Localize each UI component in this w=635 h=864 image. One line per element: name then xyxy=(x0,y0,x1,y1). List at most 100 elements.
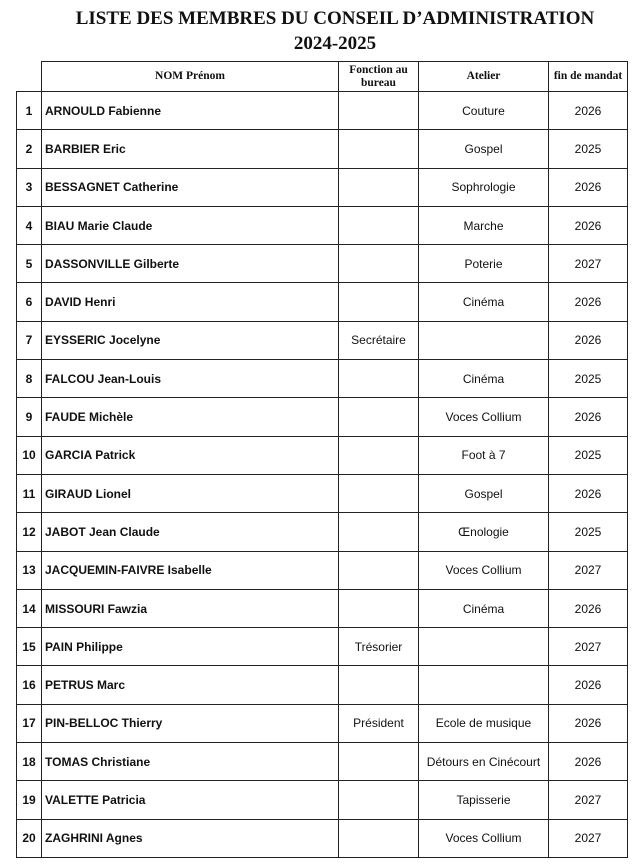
atelier-cell: Poterie xyxy=(418,244,549,284)
table-row: 4 BIAU Marie Claude Marche 2026 xyxy=(16,205,628,246)
row-number: 18 xyxy=(16,742,42,782)
atelier-cell: Cinéma xyxy=(418,359,549,399)
table-row: 8 FALCOU Jean-Louis Cinéma 2025 xyxy=(16,359,628,399)
member-name: GARCIA Patrick xyxy=(41,435,339,475)
fin-mandat-cell: 2026 xyxy=(548,473,628,514)
atelier-cell: Gospel xyxy=(418,129,549,169)
header-fin: fin de mandat xyxy=(548,61,628,92)
fonction-cell xyxy=(338,90,419,131)
fonction-cell: Secrétaire xyxy=(338,320,419,361)
member-name: BIAU Marie Claude xyxy=(41,205,339,246)
fonction-cell xyxy=(338,359,419,399)
fin-mandat-cell: 2026 xyxy=(548,703,628,744)
atelier-cell: Couture xyxy=(418,90,549,131)
fin-mandat-cell: 2026 xyxy=(548,742,628,782)
atelier-cell: Tapisserie xyxy=(418,780,549,820)
fin-mandat-cell: 2026 xyxy=(548,167,628,207)
header-name: NOM Prénom xyxy=(41,61,339,92)
fonction-cell xyxy=(338,473,419,514)
fin-mandat-cell: 2025 xyxy=(548,435,628,475)
table-row: 6 DAVID Henri Cinéma 2026 xyxy=(16,282,628,322)
title-text: LISTE DES MEMBRES DU CONSEIL D’ADMINISTR… xyxy=(75,8,595,29)
member-name: TOMAS Christiane xyxy=(41,742,339,782)
atelier-cell: Détours en Cinécourt xyxy=(418,742,549,782)
member-name: FALCOU Jean-Louis xyxy=(41,359,339,399)
member-name: BARBIER Eric xyxy=(41,129,339,169)
row-number: 11 xyxy=(16,473,42,514)
fonction-cell xyxy=(338,665,419,705)
fin-mandat-cell: 2026 xyxy=(548,397,628,437)
row-number: 14 xyxy=(16,588,42,629)
fonction-cell xyxy=(338,780,419,820)
table-row: 19 VALETTE Patricia Tapisserie 2027 xyxy=(16,780,628,820)
member-name: PETRUS Marc xyxy=(41,665,339,705)
fonction-cell xyxy=(338,205,419,246)
table-row: 2 BARBIER Eric Gospel 2025 xyxy=(16,129,628,169)
row-number: 12 xyxy=(16,512,42,552)
member-name: MISSOURI Fawzia xyxy=(41,588,339,629)
fonction-cell: Président xyxy=(338,703,419,744)
subtitle-text: 2024-2025 xyxy=(293,33,377,54)
table-row: 12 JABOT Jean Claude Œnologie 2025 xyxy=(16,512,628,552)
atelier-cell: Ecole de musique xyxy=(418,703,549,744)
fin-mandat-cell: 2025 xyxy=(548,129,628,169)
row-number: 5 xyxy=(16,244,42,284)
row-number: 4 xyxy=(16,205,42,246)
table-row: 17 PIN-BELLOC Thierry Président Ecole de mu… xyxy=(16,703,628,744)
atelier-cell: Cinéma xyxy=(418,588,549,629)
fin-mandat-cell: 2027 xyxy=(548,627,628,667)
table-row: 1 ARNOULD Fabienne Couture 2026 xyxy=(16,90,628,131)
header-row: NOM Prénom Fonction au bureau Atelier fi… xyxy=(16,61,628,92)
fonction-cell xyxy=(338,550,419,590)
table-row: 11 GIRAUD Lionel Gospel 2026 xyxy=(16,473,628,514)
fonction-cell xyxy=(338,282,419,322)
member-name: JACQUEMIN-FAIVRE Isabelle xyxy=(41,550,339,590)
atelier-cell: Marche xyxy=(418,205,549,246)
row-number: 9 xyxy=(16,397,42,437)
fin-mandat-cell: 2025 xyxy=(548,359,628,399)
row-number: 7 xyxy=(16,320,42,361)
fonction-cell xyxy=(338,397,419,437)
fonction-cell xyxy=(338,742,419,782)
fin-mandat-cell: 2027 xyxy=(548,780,628,820)
table-row: 13 JACQUEMIN-FAIVRE Isabelle Voces Collium… xyxy=(16,550,628,590)
fonction-cell xyxy=(338,244,419,284)
member-name: JABOT Jean Claude xyxy=(41,512,339,552)
atelier-cell xyxy=(418,665,549,705)
row-number: 19 xyxy=(16,780,42,820)
member-name: DAVID Henri xyxy=(41,282,339,322)
row-number: 17 xyxy=(16,703,42,744)
fonction-cell xyxy=(338,435,419,475)
header-atelier: Atelier xyxy=(418,61,549,92)
fonction-cell xyxy=(338,129,419,169)
fin-mandat-cell: 2026 xyxy=(548,282,628,322)
atelier-cell: Voces Collium xyxy=(418,818,549,858)
atelier-cell: Cinéma xyxy=(418,282,549,322)
fonction-cell: Trésorier xyxy=(338,627,419,667)
fin-mandat-cell: 2027 xyxy=(548,550,628,590)
table-row: 16 PETRUS Marc 2026 xyxy=(16,665,628,705)
table-row: 7 EYSSERIC Jocelyne Secrétaire 2026 xyxy=(16,320,628,361)
atelier-cell: Voces Collium xyxy=(418,550,549,590)
table-row: 9 FAUDE Michèle Voces Collium 2026 xyxy=(16,397,628,437)
table-row: 14 MISSOURI Fawzia Cinéma 2026 xyxy=(16,588,628,629)
table-row: 3 BESSAGNET Catherine Sophrologie 2026 xyxy=(16,167,628,207)
atelier-cell xyxy=(418,320,549,361)
table-row: 20 ZAGHRINI Agnes Voces Collium 2027 xyxy=(16,818,628,858)
member-name: ZAGHRINI Agnes xyxy=(41,818,339,858)
row-number: 8 xyxy=(16,359,42,399)
members-table: NOM Prénom Fonction au bureau Atelier fi… xyxy=(16,61,628,858)
fin-mandat-cell: 2025 xyxy=(548,512,628,552)
row-number: 1 xyxy=(16,90,42,131)
table-row: 18 TOMAS Christiane Détours en Cinécourt 20… xyxy=(16,742,628,782)
fin-mandat-cell: 2026 xyxy=(548,90,628,131)
atelier-cell: Gospel xyxy=(418,473,549,514)
table-row: 15 PAIN Philippe Trésorier 2027 xyxy=(16,627,628,667)
member-name: DASSONVILLE Gilberte xyxy=(41,244,339,284)
table-row: 5 DASSONVILLE Gilberte Poterie 2027 xyxy=(16,244,628,284)
row-number: 2 xyxy=(16,129,42,169)
fin-mandat-cell: 2027 xyxy=(548,244,628,284)
fin-mandat-cell: 2026 xyxy=(548,588,628,629)
fin-mandat-cell: 2026 xyxy=(548,320,628,361)
member-name: PIN-BELLOC Thierry xyxy=(41,703,339,744)
